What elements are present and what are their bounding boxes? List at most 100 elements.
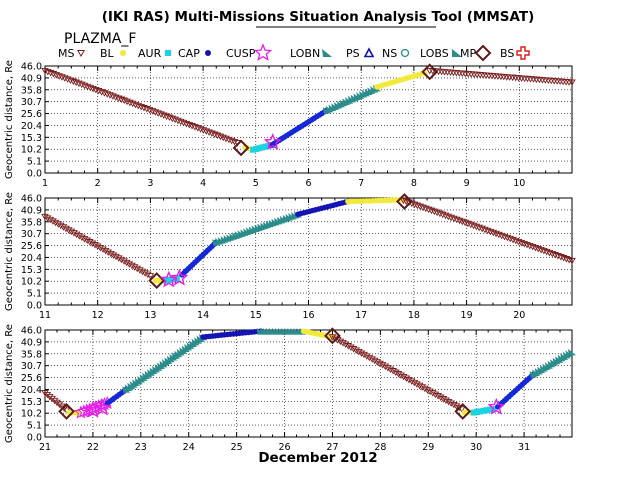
trajectory-point [115, 255, 123, 262]
trajectory-point [467, 221, 475, 229]
trajectory-point [418, 384, 426, 391]
trajectory-point [64, 227, 73, 234]
trajectory-point [144, 271, 152, 279]
trajectory-point [89, 85, 97, 93]
trajectory-point [262, 143, 269, 150]
trajectory-point [450, 215, 458, 223]
event-mp-icon [395, 193, 413, 210]
trajectory-point [53, 399, 61, 407]
trajectory-point [75, 80, 83, 88]
event-mp-icon [58, 402, 75, 420]
panel-3: 0.05.110.215.320.425.630.735.840.946.0 21… [4, 324, 576, 453]
trajectory-point [109, 93, 117, 100]
trajectory-point [88, 240, 97, 247]
trajectory-point [128, 100, 137, 108]
x-tick-label: 23 [135, 442, 147, 453]
trajectory-point [137, 103, 145, 111]
trajectory-point [472, 223, 481, 231]
trajectory-point [55, 401, 64, 409]
trajectory-point [439, 396, 448, 403]
legend-marker-lobs-icon [452, 49, 462, 57]
chart-panels: 0.05.110.215.320.425.630.735.840.946.01 2… [4, 60, 576, 453]
legend-marker-bl-icon [120, 50, 126, 56]
trajectory-point [50, 397, 59, 405]
trajectory-point [256, 145, 263, 152]
trajectory-point [78, 81, 86, 89]
x-tick-label: 26 [278, 442, 290, 453]
trajectory-point [336, 338, 345, 346]
x-tick-label: 3 [147, 178, 153, 189]
segment-ms [399, 197, 576, 265]
trajectory-point [534, 245, 543, 253]
legend-marker-bs-icon [516, 46, 530, 60]
trajectory-point [520, 240, 528, 248]
x-tick-label: 18 [408, 310, 420, 321]
y-tick-label: 35.8 [21, 85, 42, 96]
trajectory-point [402, 198, 410, 205]
y-tick-label: 46.0 [21, 326, 42, 337]
trajectory-point [537, 246, 545, 254]
trajectory-point [126, 99, 134, 107]
trajectory-point [93, 243, 102, 250]
trajectory-point [562, 256, 571, 263]
trajectory-point [357, 350, 366, 357]
trajectory-point [444, 213, 453, 221]
trajectory-point [96, 244, 105, 252]
trajectory-point [165, 114, 174, 121]
y-axis-label: Geocentric distance, Re [4, 60, 15, 179]
trajectory-point [141, 270, 149, 277]
trajectory-point [41, 390, 49, 397]
x-axis-label: December 2012 [258, 450, 377, 466]
x-tick-label: 28 [374, 442, 386, 453]
trajectory-point [97, 89, 106, 96]
trajectory-point [46, 70, 55, 77]
x-tick-label: 21 [39, 442, 51, 453]
trajectory-point [48, 395, 56, 403]
trajectory-point [542, 248, 551, 256]
y-tick-label: 0.0 [27, 433, 42, 444]
trajectory-point [424, 206, 433, 214]
trajectory-point [125, 261, 134, 268]
trajectory-point [72, 231, 81, 239]
trajectory-point [478, 225, 486, 233]
segment-ms [41, 67, 242, 147]
trajectory-point [545, 249, 554, 257]
trajectory-point [492, 230, 500, 238]
trajectory-point [483, 407, 490, 414]
trajectory-point [458, 218, 467, 226]
event-mp-icon [454, 402, 472, 420]
trajectory-point [427, 207, 436, 215]
trajectory-point [219, 134, 227, 142]
segment-ps [122, 333, 208, 393]
trajectory-point [473, 408, 480, 415]
trajectory-point [52, 72, 61, 79]
legend-marker-mp-icon [474, 44, 492, 62]
legend-label-cap: CAP [178, 47, 200, 60]
x-tick-label: 24 [183, 442, 195, 453]
x-tick-label: 7 [358, 178, 364, 189]
y-tick-label: 5.1 [27, 157, 42, 168]
trajectory-point [486, 406, 493, 413]
trajectory-point [464, 220, 472, 228]
y-tick-label: 30.7 [21, 361, 42, 372]
trajectory-point [483, 227, 492, 235]
x-tick-label: 27 [326, 442, 338, 453]
legend-marker-aur-icon [165, 50, 171, 56]
y-tick-label: 25.6 [21, 373, 42, 384]
x-tick-label: 1 [42, 178, 48, 189]
segment-ps [212, 211, 302, 246]
trajectory-point [568, 348, 576, 356]
trajectory-point [568, 79, 576, 86]
trajectory-point [208, 130, 216, 137]
trajectory-point [162, 113, 171, 120]
trajectory-point [386, 366, 395, 374]
trajectory-point [222, 135, 230, 143]
x-tick-label: 4 [200, 178, 206, 189]
y-tick-label: 30.7 [21, 97, 42, 108]
trajectory-point [413, 381, 421, 388]
y-tick-label: 46.0 [21, 194, 42, 205]
trajectory-point [480, 407, 487, 414]
trajectory-point [43, 215, 52, 222]
trajectory-point [470, 409, 477, 416]
trajectory-point [347, 344, 355, 351]
